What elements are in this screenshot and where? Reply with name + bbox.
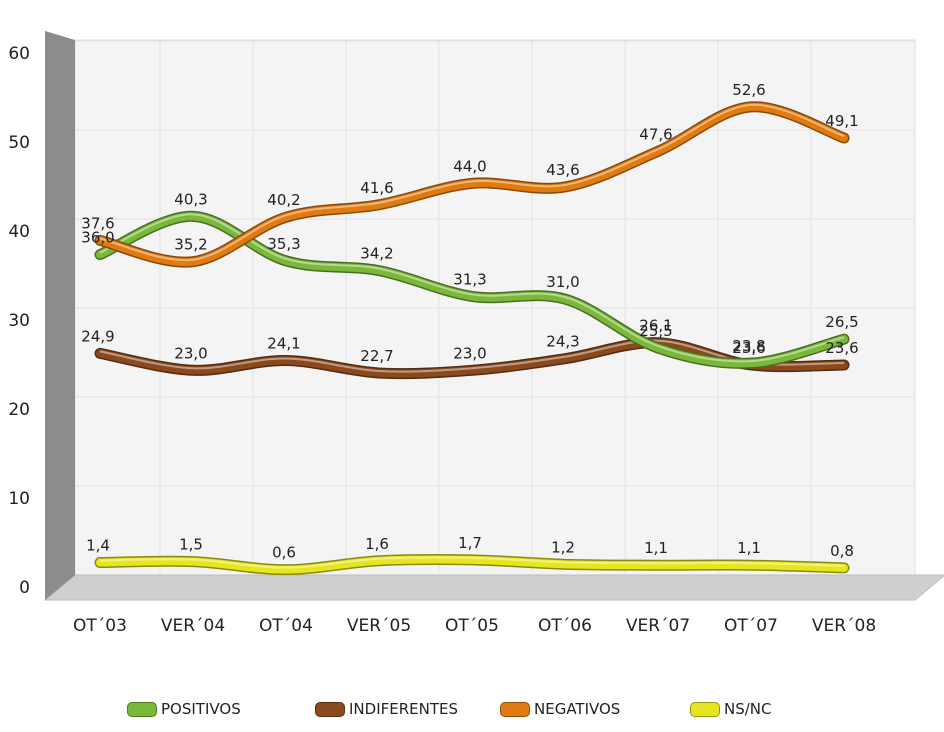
legend-swatch-positivos: [127, 702, 157, 717]
data-label-positivos: 40,3: [174, 190, 207, 208]
data-label-negativos: 41,6: [360, 179, 393, 197]
data-label-ns-nc: 1,1: [644, 539, 668, 557]
y-axis-ticks: 0 10 20 30 40 50 60: [8, 44, 30, 598]
legend: POSITIVOS INDIFERENTES NEGATIVOS NS/NC: [0, 700, 944, 732]
data-label-negativos: 44,0: [453, 157, 486, 175]
data-label-negativos: 35,2: [174, 236, 207, 254]
data-label-indiferentes: 22,7: [360, 347, 393, 365]
data-label-indiferentes: 23,0: [453, 344, 486, 362]
data-label-positivos: 31,0: [546, 273, 579, 291]
data-label-negativos: 49,1: [825, 112, 858, 130]
data-label-ns-nc: 1,7: [458, 534, 482, 552]
data-label-indiferentes: 24,3: [546, 333, 579, 351]
legend-item-ns-nc: NS/NC: [690, 700, 772, 718]
x-tick-label: OT´06: [538, 616, 592, 636]
x-tick-label: OT´04: [259, 616, 313, 636]
data-label-positivos: 25,5: [639, 322, 672, 340]
data-label-negativos: 37,6: [81, 214, 114, 232]
x-tick-label: VER´08: [812, 616, 876, 636]
data-label-ns-nc: 0,8: [830, 542, 854, 560]
data-label-negativos: 52,6: [732, 81, 765, 99]
data-label-ns-nc: 1,4: [86, 537, 110, 555]
y-tick-label: 0: [19, 578, 30, 598]
x-tick-label: VER´04: [161, 616, 225, 636]
y-tick-label: 40: [8, 222, 30, 242]
x-tick-label: VER´07: [626, 616, 690, 636]
legend-label-indiferentes: INDIFERENTES: [349, 700, 458, 718]
data-label-indiferentes: 24,9: [81, 327, 114, 345]
x-axis-ticks: OT´03 VER´04 OT´04 VER´05 OT´05 OT´06 VER´07 OT…: [73, 616, 876, 636]
y-tick-label: 30: [8, 311, 30, 331]
y-tick-label: 50: [8, 133, 30, 153]
legend-item-positivos: POSITIVOS: [127, 700, 241, 718]
x-tick-label: OT´07: [724, 616, 778, 636]
legend-item-indiferentes: INDIFERENTES: [315, 700, 458, 718]
x-tick-label: VER´05: [347, 616, 411, 636]
legend-swatch-negativos: [500, 702, 530, 717]
data-label-ns-nc: 1,2: [551, 538, 575, 556]
legend-label-positivos: POSITIVOS: [161, 700, 241, 718]
legend-label-negativos: NEGATIVOS: [534, 700, 620, 718]
y-tick-label: 10: [8, 489, 30, 509]
legend-item-negativos: NEGATIVOS: [500, 700, 620, 718]
data-label-indiferentes: 23,0: [174, 344, 207, 362]
y-tick-label: 20: [8, 400, 30, 420]
floor: [45, 575, 944, 600]
data-label-negativos: 43,6: [546, 161, 579, 179]
y-tick-label: 60: [8, 44, 30, 64]
data-label-negativos: 40,2: [267, 191, 300, 209]
legend-swatch-indiferentes: [315, 702, 345, 717]
data-label-negativos: 47,6: [639, 125, 672, 143]
data-label-indiferentes: 23,6: [825, 339, 858, 357]
data-label-positivos: 26,5: [825, 313, 858, 331]
data-label-positivos: 35,3: [267, 235, 300, 253]
legend-label-ns-nc: NS/NC: [724, 700, 772, 718]
x-tick-label: OT´03: [73, 616, 127, 636]
data-label-indiferentes: 24,1: [267, 335, 300, 353]
x-tick-label: OT´05: [445, 616, 499, 636]
left-wall: [45, 31, 75, 600]
data-label-positivos: 23,8: [732, 337, 765, 355]
data-label-ns-nc: 1,6: [365, 535, 389, 553]
data-label-ns-nc: 1,1: [737, 539, 761, 557]
data-label-positivos: 31,3: [453, 270, 486, 288]
legend-swatch-ns-nc: [690, 702, 720, 717]
data-label-ns-nc: 0,6: [272, 544, 296, 562]
data-label-ns-nc: 1,5: [179, 536, 203, 554]
data-label-positivos: 34,2: [360, 245, 393, 263]
